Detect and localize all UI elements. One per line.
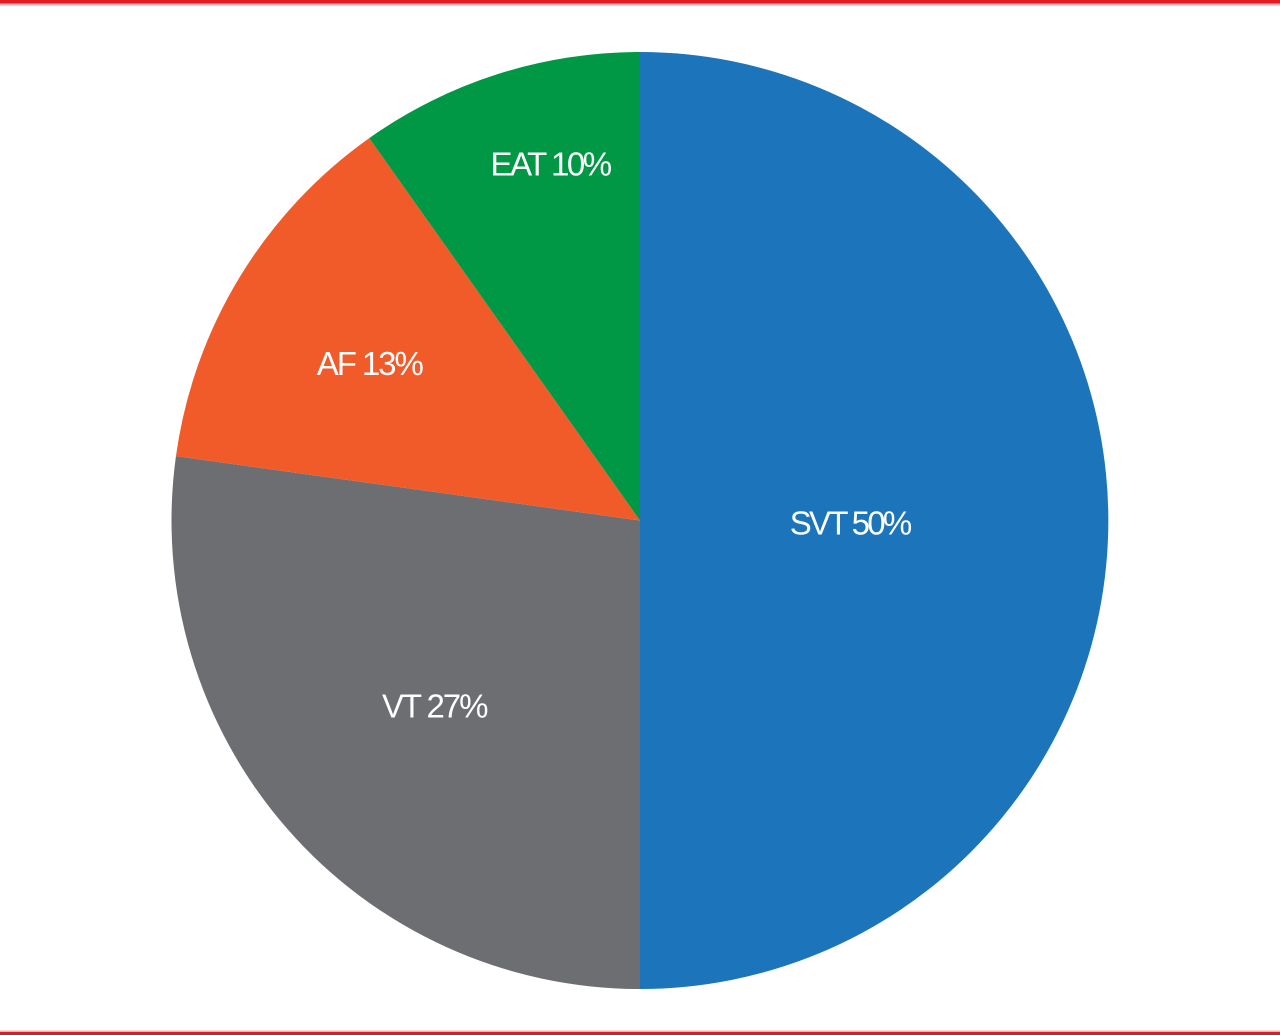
svg-text:AF 13%: AF 13% [317,345,424,382]
svg-text:VT 27%: VT 27% [382,687,489,724]
svg-text:EAT 10%: EAT 10% [491,146,613,183]
svg-text:SVT 50%: SVT 50% [790,505,913,542]
